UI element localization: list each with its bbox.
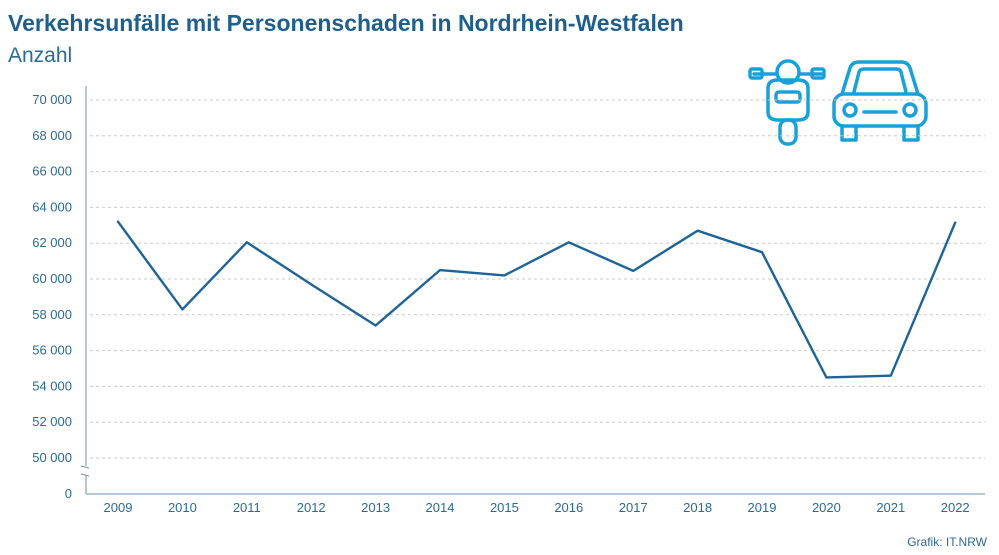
y-tick-label: 64 000 <box>32 199 72 214</box>
y-tick-label: 60 000 <box>32 271 72 286</box>
y-tick-label: 68 000 <box>32 128 72 143</box>
source-credit: Grafik: IT.NRW <box>907 535 987 549</box>
x-tick-label: 2014 <box>426 500 455 515</box>
axis-break-mark <box>80 465 90 477</box>
x-tick-label: 2019 <box>748 500 777 515</box>
x-tick-label: 2010 <box>168 500 197 515</box>
x-tick-label: 2017 <box>619 500 648 515</box>
x-tick-label: 2013 <box>361 500 390 515</box>
y-tick-label: 0 <box>65 486 72 501</box>
y-tick-label: 50 000 <box>32 450 72 465</box>
y-tick-label: 56 000 <box>32 343 72 358</box>
y-tick-label: 54 000 <box>32 378 72 393</box>
y-tick-label: 66 000 <box>32 164 72 179</box>
chart-subtitle: Anzahl <box>8 44 73 67</box>
x-tick-label: 2011 <box>233 500 261 515</box>
car-icon <box>832 60 928 142</box>
x-tick-label: 2009 <box>104 500 133 515</box>
x-tick-label: 2020 <box>812 500 841 515</box>
y-tick-label: 70 000 <box>32 92 72 107</box>
vehicle-icons <box>746 54 936 150</box>
x-tick-label: 2016 <box>554 500 583 515</box>
chart-title: Verkehrsunfälle mit Personenschaden in N… <box>8 10 684 36</box>
motorcycle-icon <box>748 59 826 146</box>
y-tick-label: 62 000 <box>32 235 72 250</box>
x-tick-label: 2015 <box>490 500 519 515</box>
x-tick-label: 2021 <box>876 500 905 515</box>
x-tick-label: 2018 <box>683 500 712 515</box>
y-tick-label: 58 000 <box>32 307 72 322</box>
series-line <box>116 220 957 379</box>
x-tick-label: 2022 <box>941 500 970 515</box>
y-tick-label: 52 000 <box>32 414 72 429</box>
x-tick-label: 2012 <box>297 500 326 515</box>
